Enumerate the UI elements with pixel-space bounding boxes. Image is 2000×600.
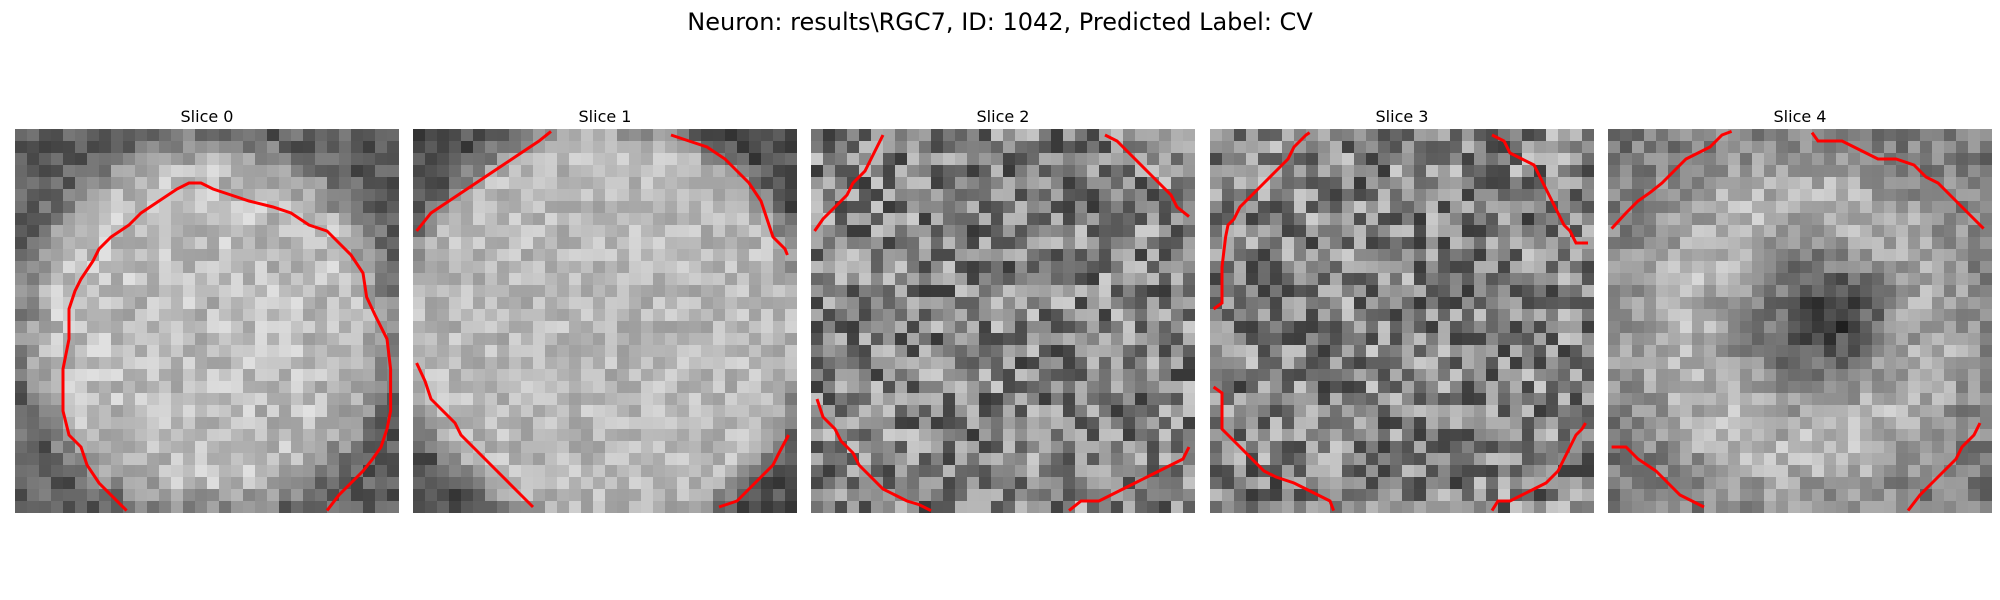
slice-panel-2: Slice 2 bbox=[811, 105, 1195, 513]
roi-contour-top-left bbox=[1610, 129, 1733, 230]
slice-image-0 bbox=[15, 129, 399, 513]
slice-title: Slice 4 bbox=[1773, 107, 1827, 126]
roi-contour bbox=[61, 181, 393, 512]
figure-title: Neuron: results\RGC7, ID: 1042, Predicte… bbox=[687, 8, 1313, 36]
roi-contour-top-left bbox=[813, 134, 885, 232]
pixel-grid bbox=[1210, 129, 1594, 513]
slice-title: Slice 0 bbox=[180, 107, 234, 126]
roi-contour-bottom-right bbox=[1068, 446, 1191, 512]
slice-title: Slice 1 bbox=[578, 107, 632, 126]
roi-contour-top-left bbox=[1212, 131, 1311, 311]
roi-contour-top-right bbox=[1810, 131, 1985, 230]
roi-contour-top-right bbox=[1491, 133, 1588, 245]
pixel-grid bbox=[15, 129, 399, 513]
slice-image-3 bbox=[1210, 129, 1594, 513]
roi-contour-bottom-right bbox=[718, 434, 790, 509]
slice-panel-0: Slice 0 bbox=[15, 105, 399, 513]
slice-title: Slice 3 bbox=[1375, 107, 1429, 126]
roi-contour-bottom-left bbox=[415, 362, 535, 509]
slice-panel-3: Slice 3 bbox=[1210, 105, 1594, 513]
roi-contour-bottom-left bbox=[1212, 385, 1336, 512]
slice-panel-1: Slice 1 bbox=[413, 105, 797, 513]
roi-contour-top-right bbox=[1104, 133, 1190, 218]
roi-contour-top-right bbox=[670, 133, 789, 256]
roi-contour-bottom-right bbox=[1490, 422, 1587, 512]
pixel-grid bbox=[413, 129, 797, 513]
roi-contour-bottom-right bbox=[1906, 422, 1982, 512]
roi-contour-bottom-left bbox=[1611, 445, 1705, 509]
slice-image-1 bbox=[413, 129, 797, 513]
slice-image-4 bbox=[1608, 129, 1992, 513]
pixel-grid bbox=[1608, 129, 1992, 513]
slice-panel-4: Slice 4 bbox=[1608, 105, 1992, 513]
slice-title: Slice 2 bbox=[976, 107, 1030, 126]
slice-image-2 bbox=[811, 129, 1195, 513]
roi-contour-top-left bbox=[415, 130, 552, 232]
roi-contour-bottom-left bbox=[815, 398, 932, 512]
pixel-grid bbox=[811, 129, 1195, 513]
